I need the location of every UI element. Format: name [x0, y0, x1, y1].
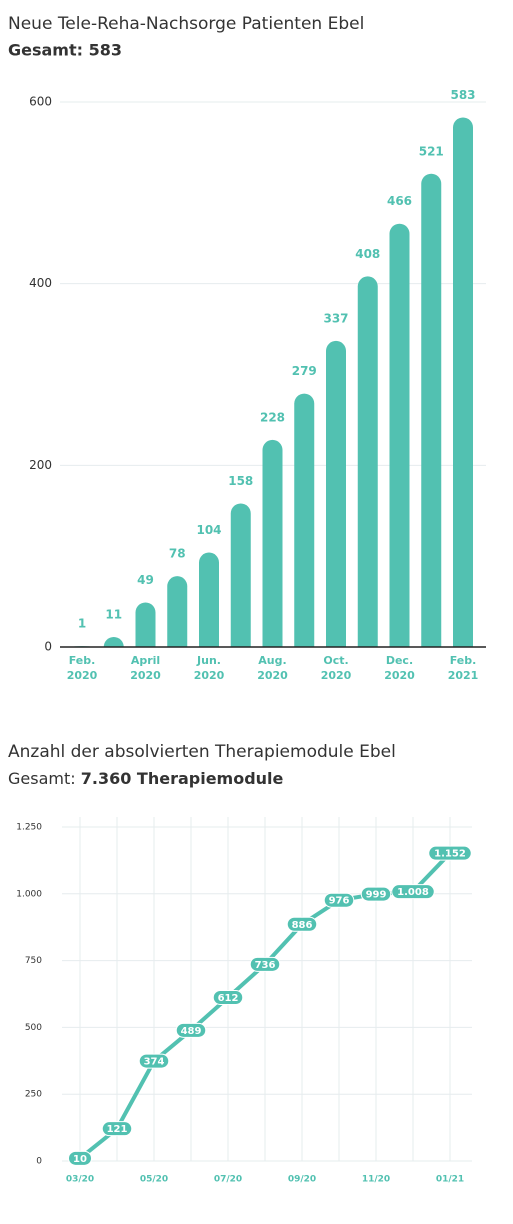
y-tick-label: 750 [25, 956, 42, 966]
data-label: 612 [218, 993, 239, 1004]
label-pill [286, 916, 318, 932]
x-tick-label: Feb. 2020 [66, 654, 98, 682]
label-pill [428, 845, 472, 861]
data-label: 279 [292, 364, 317, 378]
x-tick-label: 03/20 [66, 1175, 94, 1185]
bar [230, 503, 251, 647]
data-label: 583 [450, 88, 475, 102]
y-tick-label: 600 [29, 95, 52, 109]
bar [421, 173, 442, 647]
data-label: 408 [355, 247, 380, 261]
data-label: 999 [366, 890, 387, 901]
x-tick-label: Aug. 2020 [257, 654, 288, 682]
y-tick-label: 1.250 [16, 823, 42, 833]
data-label: 104 [196, 523, 221, 537]
y-tick-label: 1.000 [16, 889, 42, 899]
bar [453, 117, 473, 648]
data-label: 976 [329, 896, 350, 907]
data-label: 78 [169, 547, 186, 561]
data-label: 337 [323, 311, 348, 325]
bar [262, 439, 283, 647]
label-pill [175, 1022, 207, 1038]
label-pill [323, 892, 355, 908]
x-tick-label: 11/20 [362, 1175, 390, 1185]
x-tick-label: Jun. 2020 [193, 654, 225, 682]
bar [167, 576, 188, 647]
data-label: 121 [107, 1124, 128, 1135]
chart-subtitle: Gesamt: 7.360 Therapiemodule [8, 769, 284, 788]
y-tick-label: 0 [36, 1157, 42, 1167]
data-label: 886 [292, 920, 313, 931]
data-label: 1 [78, 617, 86, 631]
x-tick-label: 09/20 [288, 1175, 316, 1185]
y-tick-label: 500 [25, 1023, 42, 1033]
subtitle-label: Gesamt: [8, 769, 76, 788]
y-tick-label: 0 [44, 640, 52, 654]
bar [199, 552, 219, 647]
data-label: 158 [228, 474, 253, 488]
bar [389, 223, 410, 647]
bar [294, 393, 315, 647]
bar [357, 276, 378, 647]
y-tick-label: 200 [29, 458, 52, 472]
label-pill [68, 1150, 92, 1166]
data-label: 11 [105, 608, 122, 622]
label-pill [212, 989, 244, 1005]
data-label: 10 [73, 1154, 87, 1165]
label-pill [360, 886, 392, 902]
x-tick-label: April 2020 [130, 654, 161, 682]
bar [326, 340, 346, 647]
data-label: 466 [387, 194, 412, 208]
label-pill [101, 1121, 133, 1137]
x-tick-label: Dec. 2020 [384, 654, 415, 682]
bar [103, 637, 124, 647]
x-tick-label: 01/21 [436, 1175, 464, 1185]
data-label: 1.008 [397, 887, 429, 898]
y-tick-label: 250 [25, 1090, 42, 1100]
data-label: 1.152 [434, 849, 466, 860]
label-pill [391, 884, 435, 900]
label-pill [138, 1053, 170, 1069]
x-tick-label: 07/20 [214, 1175, 242, 1185]
data-label: 489 [181, 1026, 202, 1037]
x-tick-label: 05/20 [140, 1175, 168, 1185]
x-tick-label: Feb. 2021 [447, 654, 479, 682]
data-label: 49 [137, 573, 154, 587]
y-tick-label: 400 [29, 276, 52, 290]
data-label: 374 [144, 1057, 165, 1068]
chart-title: Anzahl der absolvierten Therapiemodule E… [8, 742, 396, 762]
bar [135, 602, 156, 647]
label-pill [249, 956, 281, 972]
subtitle-total: 7.360 Therapiemodule [81, 769, 284, 788]
chart-title: Neue Tele-Reha-Nachsorge Patienten Ebel [8, 14, 364, 34]
data-label: 228 [260, 410, 285, 424]
data-label: 736 [255, 960, 276, 971]
chart-subtitle: Gesamt: 583 [8, 41, 122, 60]
x-tick-label: Oct. 2020 [320, 654, 352, 682]
data-label: 521 [419, 144, 444, 158]
